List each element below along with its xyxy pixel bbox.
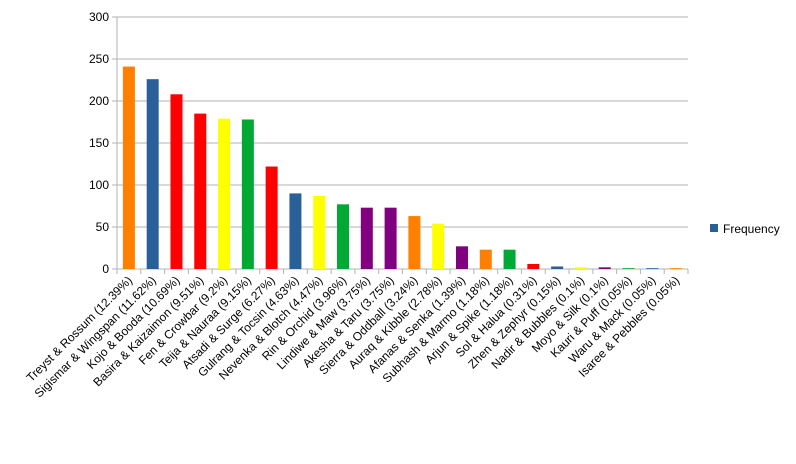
bar	[170, 94, 183, 269]
bar	[432, 223, 445, 269]
y-tick-label: 100	[89, 178, 109, 192]
bar	[598, 267, 611, 269]
bar	[574, 267, 587, 269]
bar	[265, 166, 278, 269]
bar	[622, 268, 635, 269]
bar	[646, 268, 659, 269]
y-tick-label: 200	[89, 94, 109, 108]
bar	[455, 246, 468, 269]
bar	[479, 249, 492, 269]
bar	[337, 204, 350, 269]
bar	[527, 263, 540, 269]
bar	[218, 118, 231, 269]
bar	[503, 249, 516, 269]
bar	[194, 113, 207, 269]
legend-swatch	[710, 224, 718, 232]
bar	[670, 268, 683, 269]
bar	[122, 66, 135, 269]
bar	[241, 119, 254, 269]
y-tick-label: 150	[89, 136, 109, 150]
bar	[360, 207, 373, 269]
bar	[289, 193, 302, 269]
bar	[313, 195, 326, 269]
bar	[408, 216, 421, 269]
y-tick-label: 0	[102, 262, 109, 276]
y-tick-label: 250	[89, 52, 109, 66]
y-tick-label: 50	[96, 220, 110, 234]
legend-label: Frequency	[723, 222, 780, 236]
bar	[551, 266, 564, 269]
y-tick-label: 300	[89, 10, 109, 24]
bar	[146, 79, 159, 269]
bar	[384, 207, 397, 269]
